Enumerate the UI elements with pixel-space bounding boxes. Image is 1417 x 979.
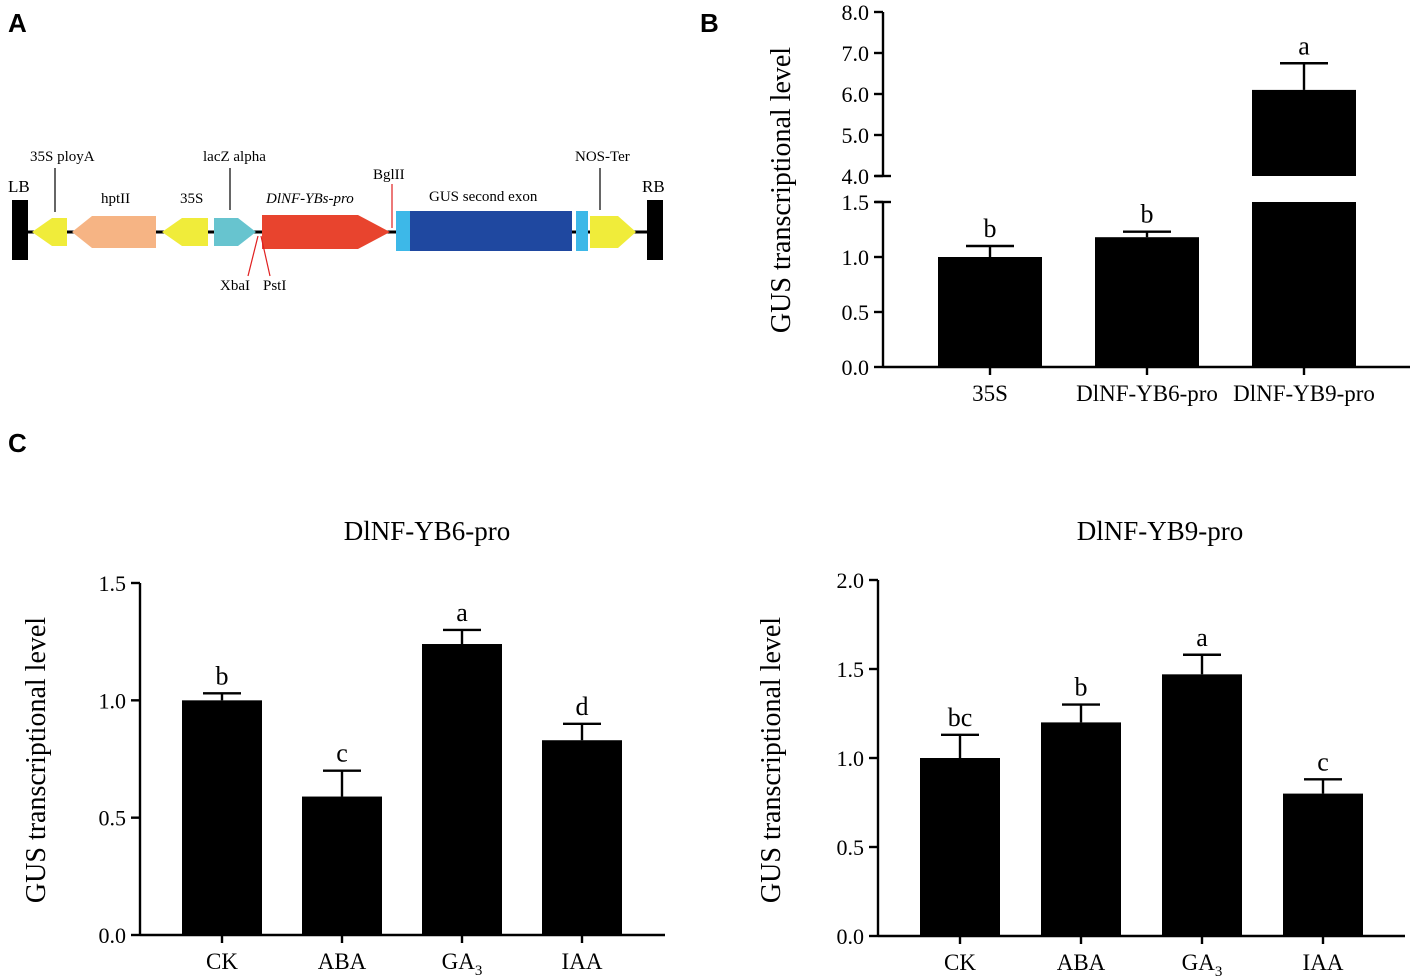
xbai-label: XbaI (220, 278, 250, 294)
chart-c2-y-tick-label: 0.5 (837, 835, 865, 860)
left-border-block (12, 200, 28, 260)
chart-c2-title: DlNF-YB9-pro (1077, 516, 1244, 546)
bglii-label: BglII (373, 167, 405, 183)
hpt-arrow (72, 216, 156, 248)
chart-c1-y-label: GUS transcriptional level (21, 617, 52, 903)
hpt-label: hptII (101, 191, 130, 207)
nos-label: NOS-Ter (575, 149, 630, 165)
chart-c1-bar (542, 740, 622, 935)
gus-flank-left (396, 211, 410, 251)
construct-map: LB RB 35S ployA hptII 35S lacZ alpha DlN… (8, 149, 665, 294)
chart-c2-y-tick-label: 1.0 (837, 746, 865, 771)
right-border-label: RB (642, 177, 665, 196)
chart-c1-bar (302, 796, 382, 935)
chart-c2-bar (1041, 722, 1121, 936)
left-border-label: LB (8, 177, 30, 196)
chart-c2-bar (1162, 674, 1242, 936)
chart-b-y-tick-label: 4.0 (842, 164, 870, 189)
chart-c2-category-label: ABA (1057, 950, 1106, 975)
panel-label-a: A (8, 8, 27, 38)
ybs-promoter-arrow (262, 215, 390, 249)
right-border-block (647, 200, 663, 260)
chart-b-y-tick-label: 7.0 (842, 41, 870, 66)
chart-c2-y-tick-label: 0.0 (837, 924, 865, 949)
panel-label-b: B (700, 8, 719, 38)
ybs-promoter-label: DlNF-YBs-pro (265, 191, 354, 207)
chart-c2-y-tick-label: 1.5 (837, 657, 865, 682)
polya-label: 35S ployA (30, 149, 95, 165)
psti-site-line (260, 235, 271, 277)
chart-c2-category-label: CK (944, 950, 976, 975)
lacz-label: lacZ alpha (203, 149, 266, 165)
chart-c1-bar (182, 700, 262, 935)
chart-b-y-tick-label: 6.0 (842, 82, 870, 107)
gus-flank-right (576, 211, 588, 251)
xbai-site-line (247, 235, 259, 277)
chart-c1-significance-label: c (336, 739, 348, 768)
chart-b-bar (938, 257, 1042, 367)
chart-c1-y-tick-label: 0.5 (99, 806, 127, 831)
chart-c2-significance-label: c (1317, 747, 1329, 776)
psti-label: PstI (263, 278, 286, 294)
gus-label: GUS second exon (429, 189, 538, 205)
chart-b-significance-label: a (1298, 31, 1310, 60)
chart-c1-title: DlNF-YB6-pro (344, 516, 511, 546)
chart-b-y-tick-label: 1.5 (842, 190, 870, 215)
chart-b-y-tick-label: 8.0 (842, 0, 870, 25)
chart-c1: DlNF-YB6-pro GUS transcriptional level 0… (21, 516, 665, 979)
chart-c2-significance-label: a (1196, 623, 1208, 652)
chart-b-y-tick-label: 0.5 (842, 300, 870, 325)
chart-c1-bar (422, 644, 502, 935)
chart-c1-category-label: IAA (562, 949, 603, 974)
chart-c2-category-label: IAA (1303, 950, 1344, 975)
chart-c1-category-label-subscript: 3 (475, 963, 483, 979)
nos-terminator-arrow (590, 216, 636, 248)
chart-c2-bar (920, 758, 1000, 936)
lacz-arrow (214, 218, 256, 246)
chart-c2-category-label: GA3 (1182, 950, 1223, 979)
chart-c1-category-label: ABA (318, 949, 367, 974)
chart-c1-significance-label: b (216, 661, 229, 690)
chart-b-category-label: DlNF-YB6-pro (1076, 381, 1218, 406)
chart-b-y-tick-label: 0.0 (842, 355, 870, 380)
polya-arrow (32, 218, 67, 246)
promoter-35s-arrow (162, 218, 208, 246)
promoter-35s-label: 35S (180, 191, 203, 207)
chart-b-y-tick-label: 1.0 (842, 245, 870, 270)
chart-b-bar-lower (1252, 202, 1356, 367)
chart-c1-y-tick-label: 1.0 (99, 688, 127, 713)
gus-exon-block (410, 211, 572, 251)
chart-c1-y-tick-label: 0.0 (99, 923, 127, 948)
chart-b-category-label: 35S (972, 381, 1008, 406)
chart-b-significance-label: b (984, 214, 997, 243)
chart-c2-y-label: GUS transcriptional level (756, 617, 787, 903)
chart-c2: DlNF-YB9-pro GUS transcriptional level 0… (756, 516, 1405, 979)
chart-c2-y-tick-label: 2.0 (837, 568, 865, 593)
chart-c2-significance-label: bc (948, 703, 973, 732)
chart-c1-y-tick-label: 1.5 (99, 571, 127, 596)
chart-c1-category-label: CK (206, 949, 238, 974)
chart-c1-significance-label: a (456, 598, 468, 627)
chart-b-significance-label: b (1141, 200, 1154, 229)
chart-b-bar-upper (1252, 89, 1356, 176)
chart-c1-category-label: GA3 (442, 949, 483, 979)
chart-c2-significance-label: b (1075, 673, 1088, 702)
chart-b-bar (1095, 237, 1199, 367)
chart-b: GUS transcriptional level 0.0 0.5 1.0 1.54.… (766, 0, 1410, 406)
panel-label-c: C (8, 428, 27, 458)
chart-b-y-label: GUS transcriptional level (766, 47, 797, 333)
chart-b-y-tick-label: 5.0 (842, 123, 870, 148)
chart-c2-category-label-subscript: 3 (1215, 964, 1223, 979)
chart-c2-bar (1283, 793, 1363, 936)
chart-b-category-label: DlNF-YB9-pro (1233, 381, 1375, 406)
chart-c1-significance-label: d (576, 692, 589, 721)
